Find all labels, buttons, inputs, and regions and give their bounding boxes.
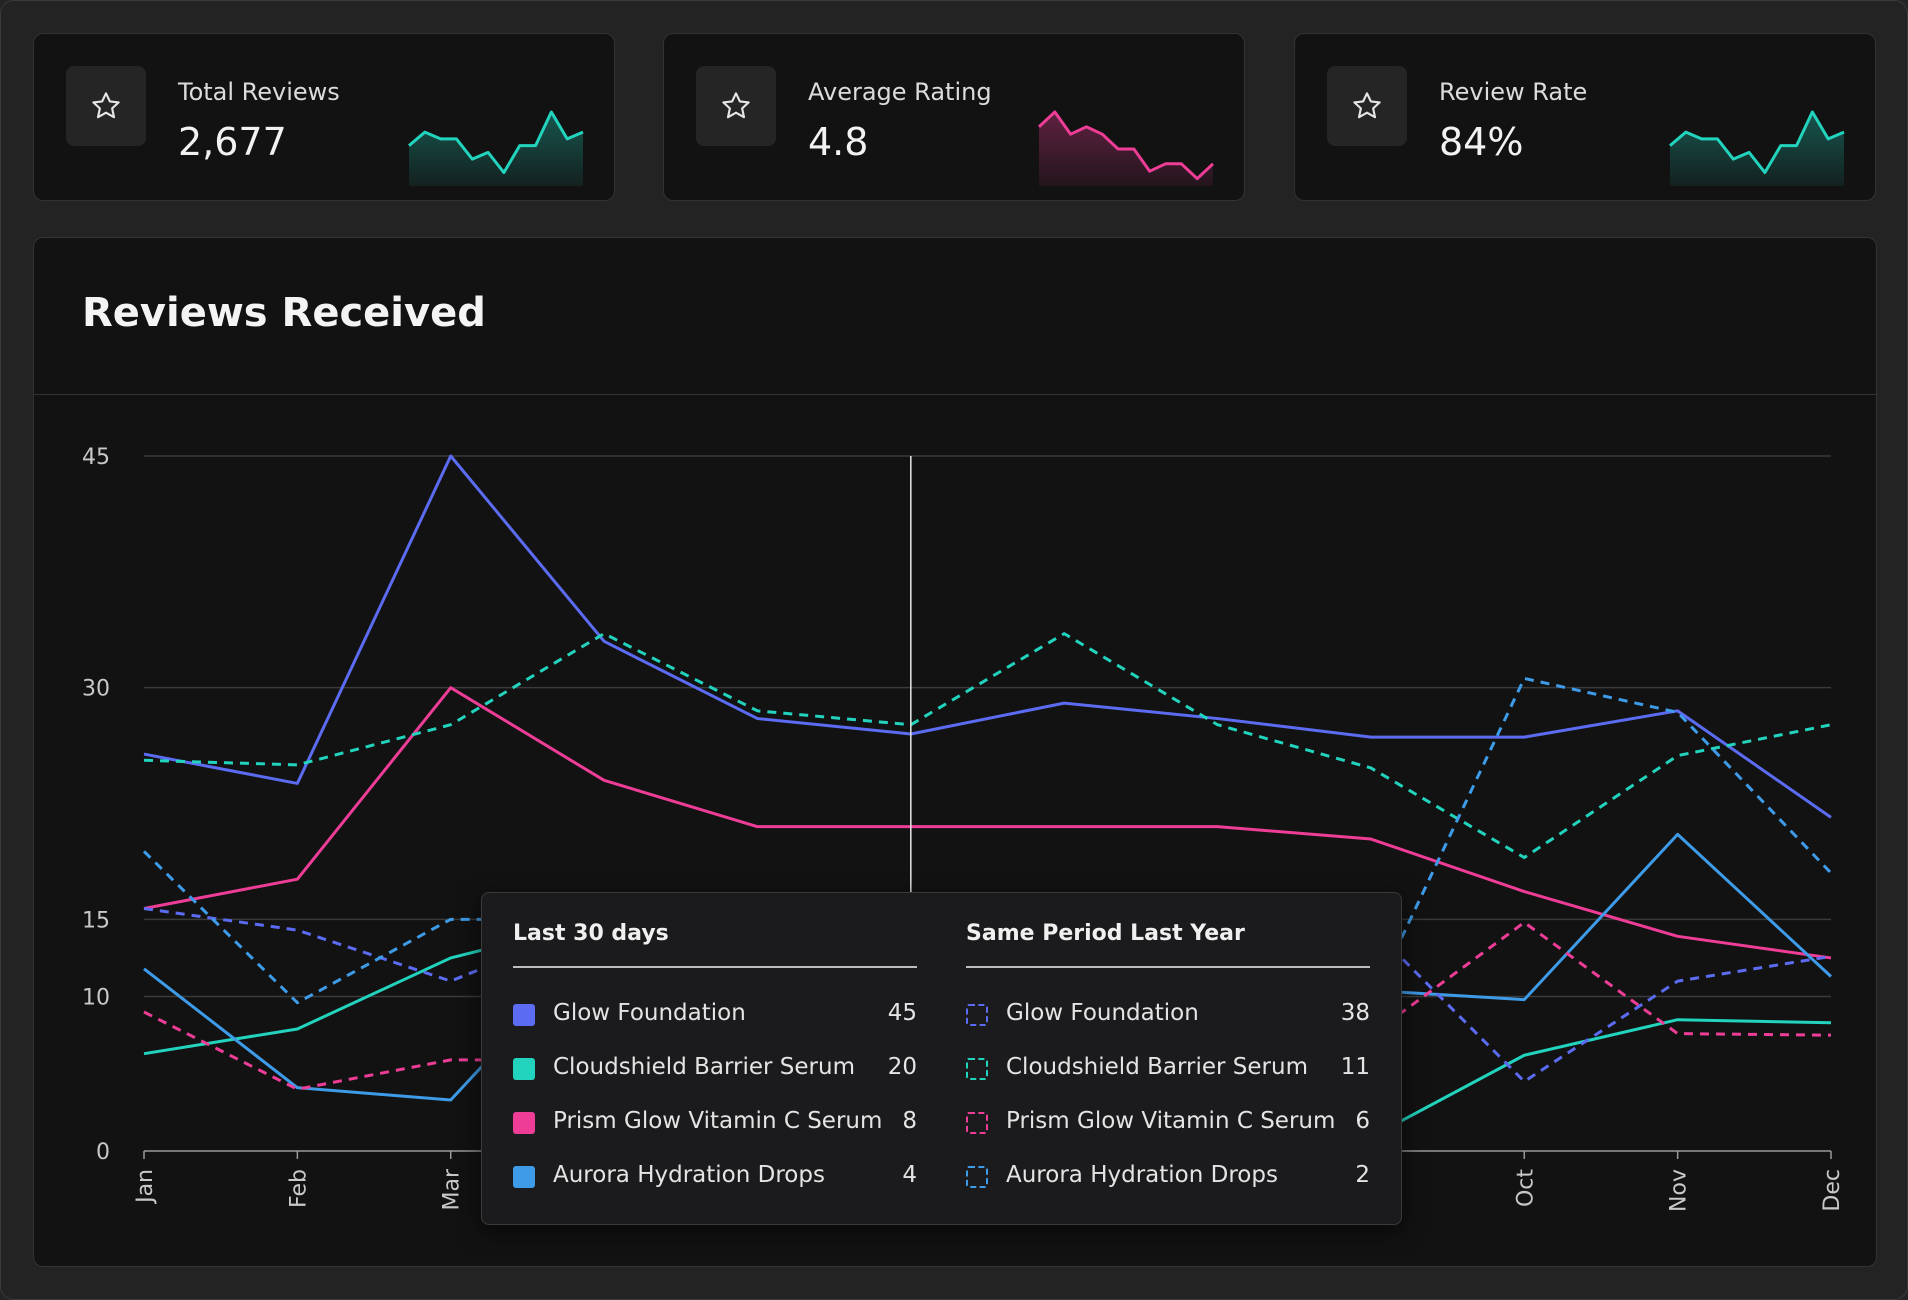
tooltip-series-value: 20 (887, 1054, 917, 1080)
y-tick-label: 45 (82, 445, 110, 470)
y-tick-label: 0 (96, 1140, 110, 1165)
y-tick-label: 15 (82, 908, 110, 933)
y-tick-label: 30 (82, 677, 110, 702)
sparkline-area (1670, 112, 1844, 186)
kpi-value: 4.8 (808, 120, 869, 164)
tooltip-series-name: Prism Glow Vitamin C Serum (553, 1108, 883, 1134)
tooltip-series-value: 4 (902, 1162, 917, 1188)
y-tick-label: 10 (82, 986, 110, 1011)
kpi-icon-box (1327, 66, 1407, 146)
kpi-card-average-rating[interactable]: Average Rating 4.8 (663, 33, 1245, 201)
legend-swatch (513, 1166, 535, 1188)
tooltip-previous-title: Same Period Last Year (966, 921, 1370, 968)
series-line-last-year (142, 676, 1833, 1005)
tooltip-series-name: Glow Foundation (1006, 1000, 1199, 1026)
kpi-icon-box (66, 66, 146, 146)
tooltip-series-name: Cloudshield Barrier Serum (553, 1054, 855, 1080)
legend-swatch-dashed (966, 1004, 988, 1026)
panel-divider (34, 394, 1876, 395)
x-tick-label: Feb (286, 1169, 311, 1208)
reviews-chart-panel: Reviews Received 010153045JanFebMarAprMa… (33, 237, 1877, 1267)
legend-swatch (513, 1112, 535, 1134)
tooltip-row: Aurora Hydration Drops 2 (966, 1162, 1370, 1192)
tooltip-row: Cloudshield Barrier Serum 11 (966, 1054, 1370, 1084)
legend-swatch (513, 1004, 535, 1026)
kpi-label: Total Reviews (178, 78, 340, 106)
sparkline-area (409, 112, 583, 186)
kpi-label: Average Rating (808, 78, 992, 106)
x-tick-label: Mar (440, 1168, 465, 1210)
tooltip-row: Prism Glow Vitamin C Serum 6 (966, 1108, 1370, 1138)
x-tick-label: Oct (1513, 1169, 1538, 1207)
star-icon (1353, 92, 1381, 119)
sparkline-line (1037, 110, 1215, 181)
tooltip-row: Glow Foundation 38 (966, 1000, 1370, 1030)
sparkline-line (408, 110, 584, 175)
tooltip-series-value: 2 (1355, 1162, 1370, 1188)
kpi-label: Review Rate (1439, 78, 1588, 106)
series-line-current (143, 686, 1832, 960)
panel-title: Reviews Received (82, 290, 486, 336)
tooltip-series-value: 38 (1340, 1000, 1370, 1026)
kpi-card-review-rate[interactable]: Review Rate 84% (1294, 33, 1876, 201)
tooltip-series-value: 11 (1340, 1054, 1370, 1080)
star-icon (92, 92, 120, 119)
tooltip-series-name: Prism Glow Vitamin C Serum (1006, 1108, 1336, 1134)
kpi-sparkline (1037, 110, 1215, 186)
tooltip-series-value: 45 (887, 1000, 917, 1026)
tooltip-series-name: Glow Foundation (553, 1000, 746, 1026)
tooltip-series-value: 6 (1355, 1108, 1370, 1134)
legend-swatch-dashed (966, 1058, 988, 1080)
legend-swatch-dashed (966, 1166, 988, 1188)
x-tick-label: Dec (1820, 1169, 1845, 1212)
legend-swatch-dashed (966, 1112, 988, 1134)
kpi-icon-box (696, 66, 776, 146)
tooltip-row: Prism Glow Vitamin C Serum 8 (513, 1108, 917, 1138)
star-icon (722, 92, 750, 119)
kpi-value: 84% (1439, 120, 1524, 164)
legend-swatch (513, 1058, 535, 1080)
tooltip-series-name: Cloudshield Barrier Serum (1006, 1054, 1308, 1080)
chart-tooltip: Last 30 days Glow Foundation 45 Cloudshi… (481, 892, 1402, 1225)
tooltip-row: Aurora Hydration Drops 4 (513, 1162, 917, 1192)
kpi-value: 2,677 (178, 120, 287, 164)
tooltip-row: Cloudshield Barrier Serum 20 (513, 1054, 917, 1084)
x-tick-label: Nov (1667, 1169, 1692, 1212)
kpi-sparkline (1669, 110, 1845, 186)
tooltip-series-name: Aurora Hydration Drops (1006, 1162, 1278, 1188)
tooltip-current-title: Last 30 days (513, 921, 917, 968)
tooltip-series-value: 8 (902, 1108, 917, 1134)
sparkline-line (1669, 110, 1845, 175)
tooltip-series-name: Aurora Hydration Drops (553, 1162, 825, 1188)
kpi-sparkline (408, 110, 584, 186)
kpi-card-total-reviews[interactable]: Total Reviews 2,677 (33, 33, 615, 201)
series-line-last-year (143, 632, 1832, 860)
series-line-current (143, 454, 1832, 819)
x-tick-label: Jan (133, 1169, 158, 1205)
tooltip-row: Glow Foundation 45 (513, 1000, 917, 1030)
